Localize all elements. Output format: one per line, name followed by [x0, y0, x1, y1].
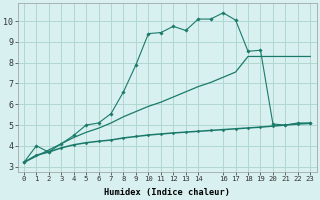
X-axis label: Humidex (Indice chaleur): Humidex (Indice chaleur): [104, 188, 230, 197]
